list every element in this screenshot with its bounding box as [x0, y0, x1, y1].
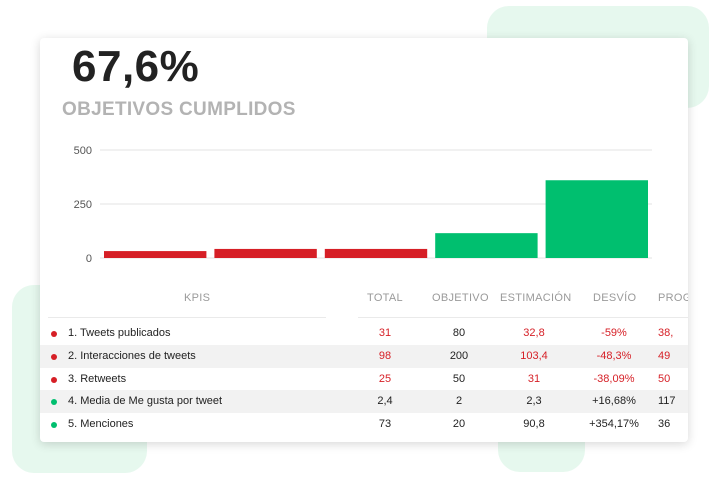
- progreso-cell: 36: [658, 418, 671, 430]
- estimacion-cell: 2,3: [526, 395, 542, 407]
- table-row[interactable]: 5. Menciones 73 20 90,8 +354,17% 36: [40, 413, 688, 436]
- total-cell: 31: [378, 327, 392, 339]
- total-cell: 73: [378, 418, 392, 430]
- estimacion-cell: 103,4: [520, 350, 548, 362]
- objetivo-cell: 50: [452, 373, 466, 385]
- objetivo-cell: 2: [455, 395, 463, 407]
- bar-1[interactable]: [104, 251, 207, 258]
- progreso-cell: 49: [658, 350, 671, 362]
- objetivo-cell: 80: [452, 327, 466, 339]
- header-divider: [358, 317, 688, 318]
- kpi-label: OBJETIVOS CUMPLIDOS: [62, 99, 296, 120]
- status-dot: [51, 354, 57, 360]
- progreso-cell: 117: [658, 395, 676, 407]
- objetivo-cell: 20: [452, 418, 466, 430]
- estimacion-cell: 31: [527, 373, 541, 385]
- kpi-name: 4. Media de Me gusta por tweet: [68, 395, 223, 407]
- header-total[interactable]: TOTAL: [367, 292, 403, 304]
- header-desvio[interactable]: DESVÍO: [593, 292, 637, 304]
- table-row[interactable]: 2. Interacciones de tweets 98 200 103,4 …: [40, 345, 688, 368]
- total-cell: 25: [378, 373, 392, 385]
- estimacion-cell: 32,8: [523, 327, 545, 339]
- total-cell: 2,4: [377, 395, 393, 407]
- bar-3[interactable]: [324, 248, 428, 258]
- table-header: KPIS TOTAL OBJETIVO ESTIMACIÓN DESVÍO PR…: [40, 292, 688, 318]
- y-tick-label: 250: [74, 199, 92, 211]
- header-progreso[interactable]: PROG: [658, 292, 688, 304]
- status-dot: [51, 422, 57, 428]
- kpi-name: 1. Tweets publicados: [68, 327, 171, 339]
- kpi-name: 5. Menciones: [68, 418, 134, 430]
- table-row[interactable]: 1. Tweets publicados 31 80 32,8 -59% 38,: [40, 322, 688, 345]
- desvio-cell: -59%: [601, 327, 627, 339]
- bar-5[interactable]: [545, 180, 648, 258]
- desvio-cell: +16,68%: [592, 395, 636, 407]
- header-estimacion[interactable]: ESTIMACIÓN: [500, 292, 572, 304]
- y-tick-label: 0: [86, 253, 92, 265]
- kpi-name: 3. Retweets: [68, 373, 127, 385]
- total-cell: 98: [378, 350, 392, 362]
- status-dot: [51, 399, 57, 405]
- progreso-cell: 38,: [658, 327, 674, 339]
- table-row[interactable]: 3. Retweets 25 50 31 -38,09% 50: [40, 368, 688, 391]
- desvio-cell: +354,17%: [589, 418, 639, 430]
- header-divider: [48, 317, 326, 318]
- objetivo-cell: 200: [449, 350, 469, 362]
- header-kpis[interactable]: KPIS: [184, 292, 211, 304]
- y-tick-label: 500: [74, 145, 92, 157]
- estimacion-cell: 90,8: [523, 418, 545, 430]
- bar-chart: 0 250 500: [74, 145, 652, 265]
- kpi-name: 2. Interacciones de tweets: [68, 350, 196, 362]
- kpi-percentage: 67,6%: [72, 42, 200, 91]
- bar-2[interactable]: [214, 248, 317, 258]
- desvio-cell: -48,3%: [596, 350, 632, 362]
- bar-4[interactable]: [435, 233, 538, 258]
- status-dot: [51, 331, 57, 337]
- status-dot: [51, 377, 57, 383]
- table-row[interactable]: 4. Media de Me gusta por tweet 2,4 2 2,3…: [40, 390, 688, 413]
- desvio-cell: -38,09%: [593, 373, 635, 385]
- header-objetivo[interactable]: OBJETIVO: [432, 292, 489, 304]
- kpi-dashboard-card: 67,6% OBJETIVOS CUMPLIDOS 0 250 500 KPIS T…: [40, 38, 688, 442]
- progreso-cell: 50: [658, 373, 671, 385]
